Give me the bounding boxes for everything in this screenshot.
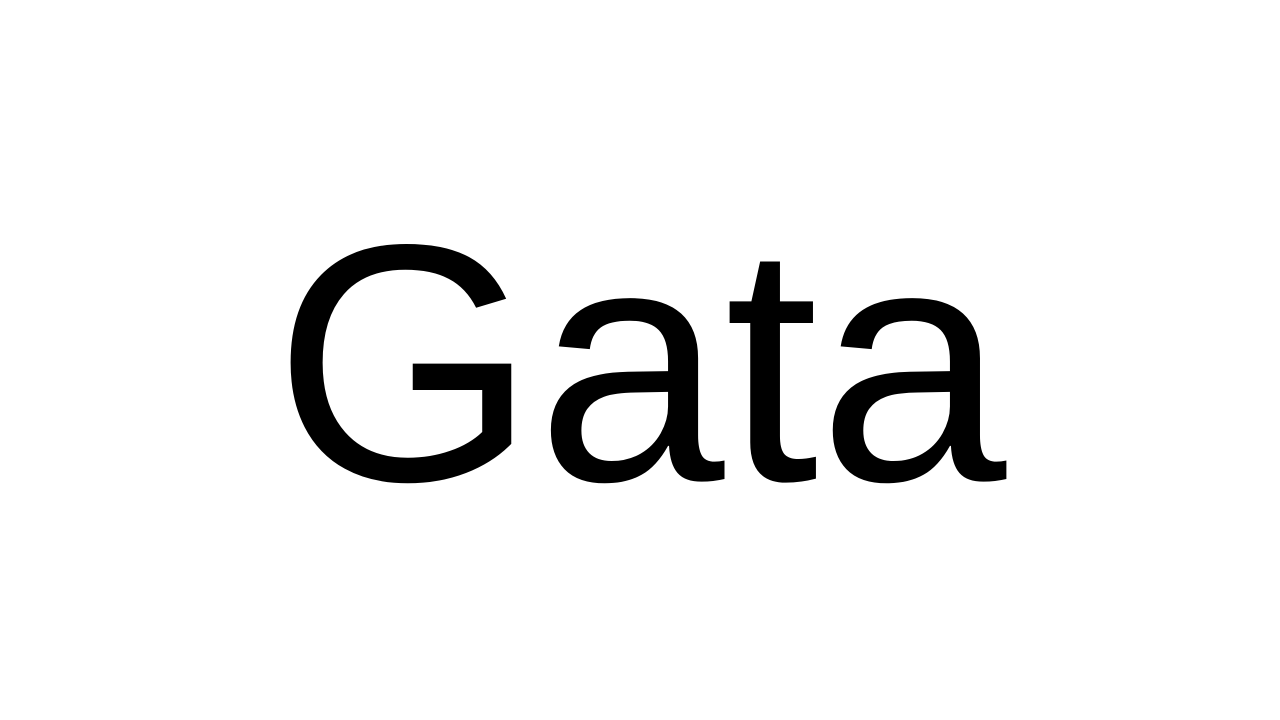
main-word: Gata [273,174,1007,552]
slide-canvas: Gata [273,174,1007,552]
